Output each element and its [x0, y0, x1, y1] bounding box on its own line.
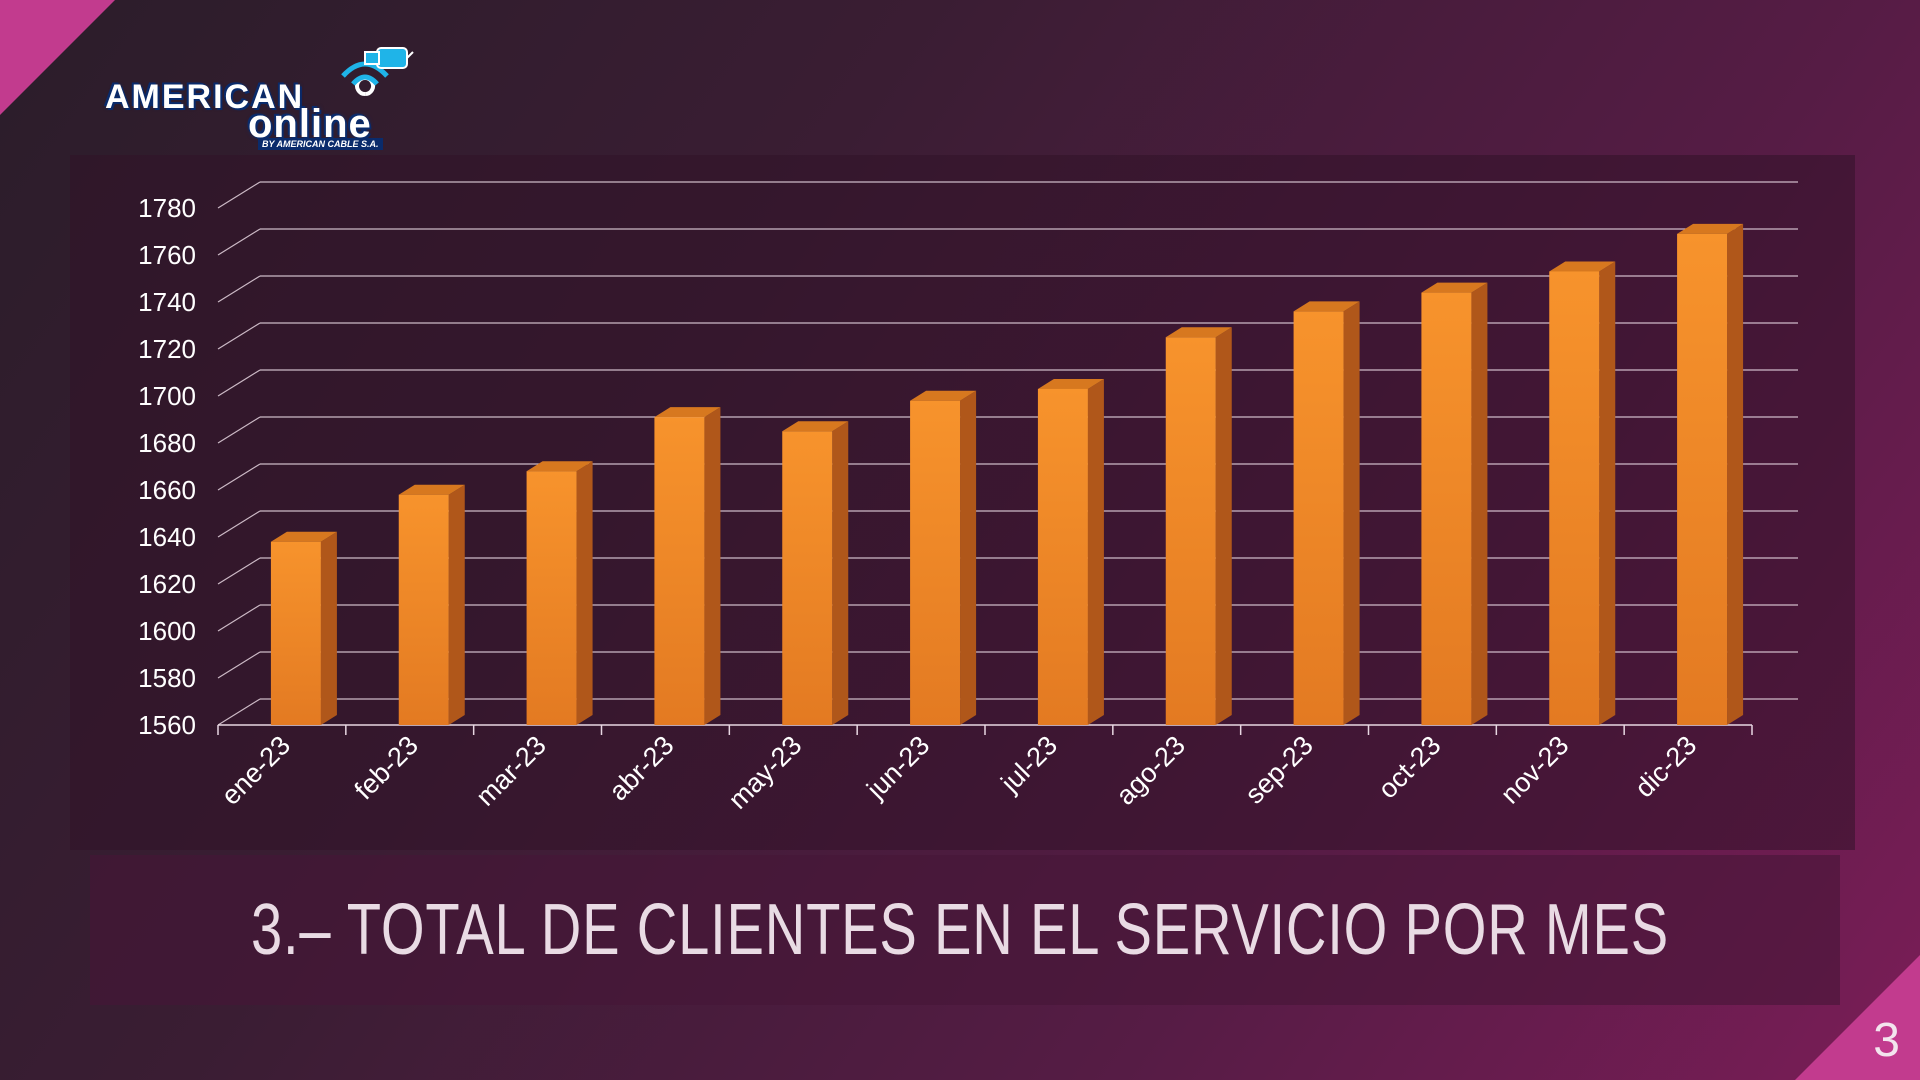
gridline-depth: [217, 275, 261, 303]
slide-title: 3.– TOTAL DE CLIENTES EN EL SERVICIO POR…: [251, 890, 1669, 970]
gridline-depth: [217, 369, 261, 397]
bar-top: [1165, 327, 1232, 338]
title-band: [90, 855, 1840, 1005]
y-tick-label: 1780: [138, 193, 196, 223]
y-tick-label: 1740: [138, 287, 196, 317]
x-category-label: ene-23: [215, 730, 296, 811]
bar-side: [1727, 223, 1744, 725]
bar: [1677, 233, 1728, 725]
bar-top: [1549, 261, 1616, 272]
x-category-label: jun-23: [860, 730, 935, 805]
bar-side: [1343, 301, 1360, 725]
gridline-depth: [217, 510, 261, 538]
x-category-label: oct-23: [1372, 730, 1446, 804]
bar: [654, 417, 705, 725]
bar-side: [704, 407, 721, 725]
bar: [1165, 337, 1216, 725]
y-tick-label: 1760: [138, 240, 196, 270]
bar-side: [320, 531, 337, 725]
bar: [1293, 311, 1344, 725]
gridline-depth: [217, 651, 261, 679]
bar-side: [1087, 378, 1104, 725]
bar-top: [270, 531, 337, 542]
corner-decoration-top-left: [0, 0, 115, 115]
wifi-cable-icon: [341, 47, 414, 96]
bar: [398, 494, 449, 725]
logo-text-american: AMERICAN: [105, 78, 305, 116]
bar-top: [1293, 301, 1360, 312]
bar: [1549, 271, 1600, 725]
gridline-depth: [217, 322, 261, 350]
bar-top: [782, 421, 849, 432]
y-tick-label: 1620: [138, 569, 196, 599]
x-category-label: may-23: [723, 730, 808, 815]
x-category-label: abr-23: [603, 730, 679, 806]
page-number: 3: [1873, 1014, 1900, 1067]
bar-top: [526, 461, 593, 472]
gridline-depth: [217, 228, 261, 256]
y-tick-label: 1580: [138, 663, 196, 693]
bar-side: [960, 390, 977, 725]
y-tick-label: 1600: [138, 616, 196, 646]
bar-top: [910, 390, 977, 401]
gridline-depth: [217, 181, 261, 209]
x-category-label: nov-23: [1495, 730, 1575, 810]
x-category-label: ago-23: [1110, 730, 1191, 811]
bar: [782, 431, 833, 725]
y-tick-label: 1640: [138, 522, 196, 552]
y-tick-label: 1660: [138, 475, 196, 505]
y-tick-label: 1700: [138, 381, 196, 411]
bar-top: [398, 484, 465, 495]
bar-side: [832, 421, 849, 725]
bar: [910, 400, 961, 725]
y-tick-label: 1720: [138, 334, 196, 364]
x-category-label: mar-23: [470, 730, 552, 812]
bar-side: [576, 461, 593, 725]
bar: [526, 471, 577, 725]
bar-side: [1599, 261, 1616, 725]
gridline-depth: [217, 463, 261, 491]
bar-top: [1037, 378, 1104, 389]
gridline-depth: [217, 557, 261, 585]
bar: [1037, 388, 1088, 725]
x-category-label: sep-23: [1239, 730, 1319, 810]
bar: [270, 541, 321, 725]
bar: [1421, 292, 1472, 725]
x-category-label: jul-23: [995, 730, 1064, 799]
gridline-depth: [217, 416, 261, 444]
x-category-label: feb-23: [349, 730, 424, 805]
bar-top: [1677, 223, 1744, 234]
y-tick-label: 1560: [138, 710, 196, 740]
bar-side: [1471, 282, 1488, 725]
bar-top: [654, 407, 721, 418]
gridline-depth: [217, 698, 261, 726]
logo-tagline: BY AMERICAN CABLE S.A.: [258, 138, 383, 150]
y-tick-label: 1680: [138, 428, 196, 458]
gridline-depth: [217, 604, 261, 632]
x-category-label: dic-23: [1629, 730, 1702, 803]
bar-top: [1421, 282, 1488, 293]
bar-side: [448, 484, 465, 725]
company-logo: AMERICAN online BY AMERICAN CABLE S.A.: [100, 40, 420, 160]
bar-side: [1215, 327, 1232, 725]
